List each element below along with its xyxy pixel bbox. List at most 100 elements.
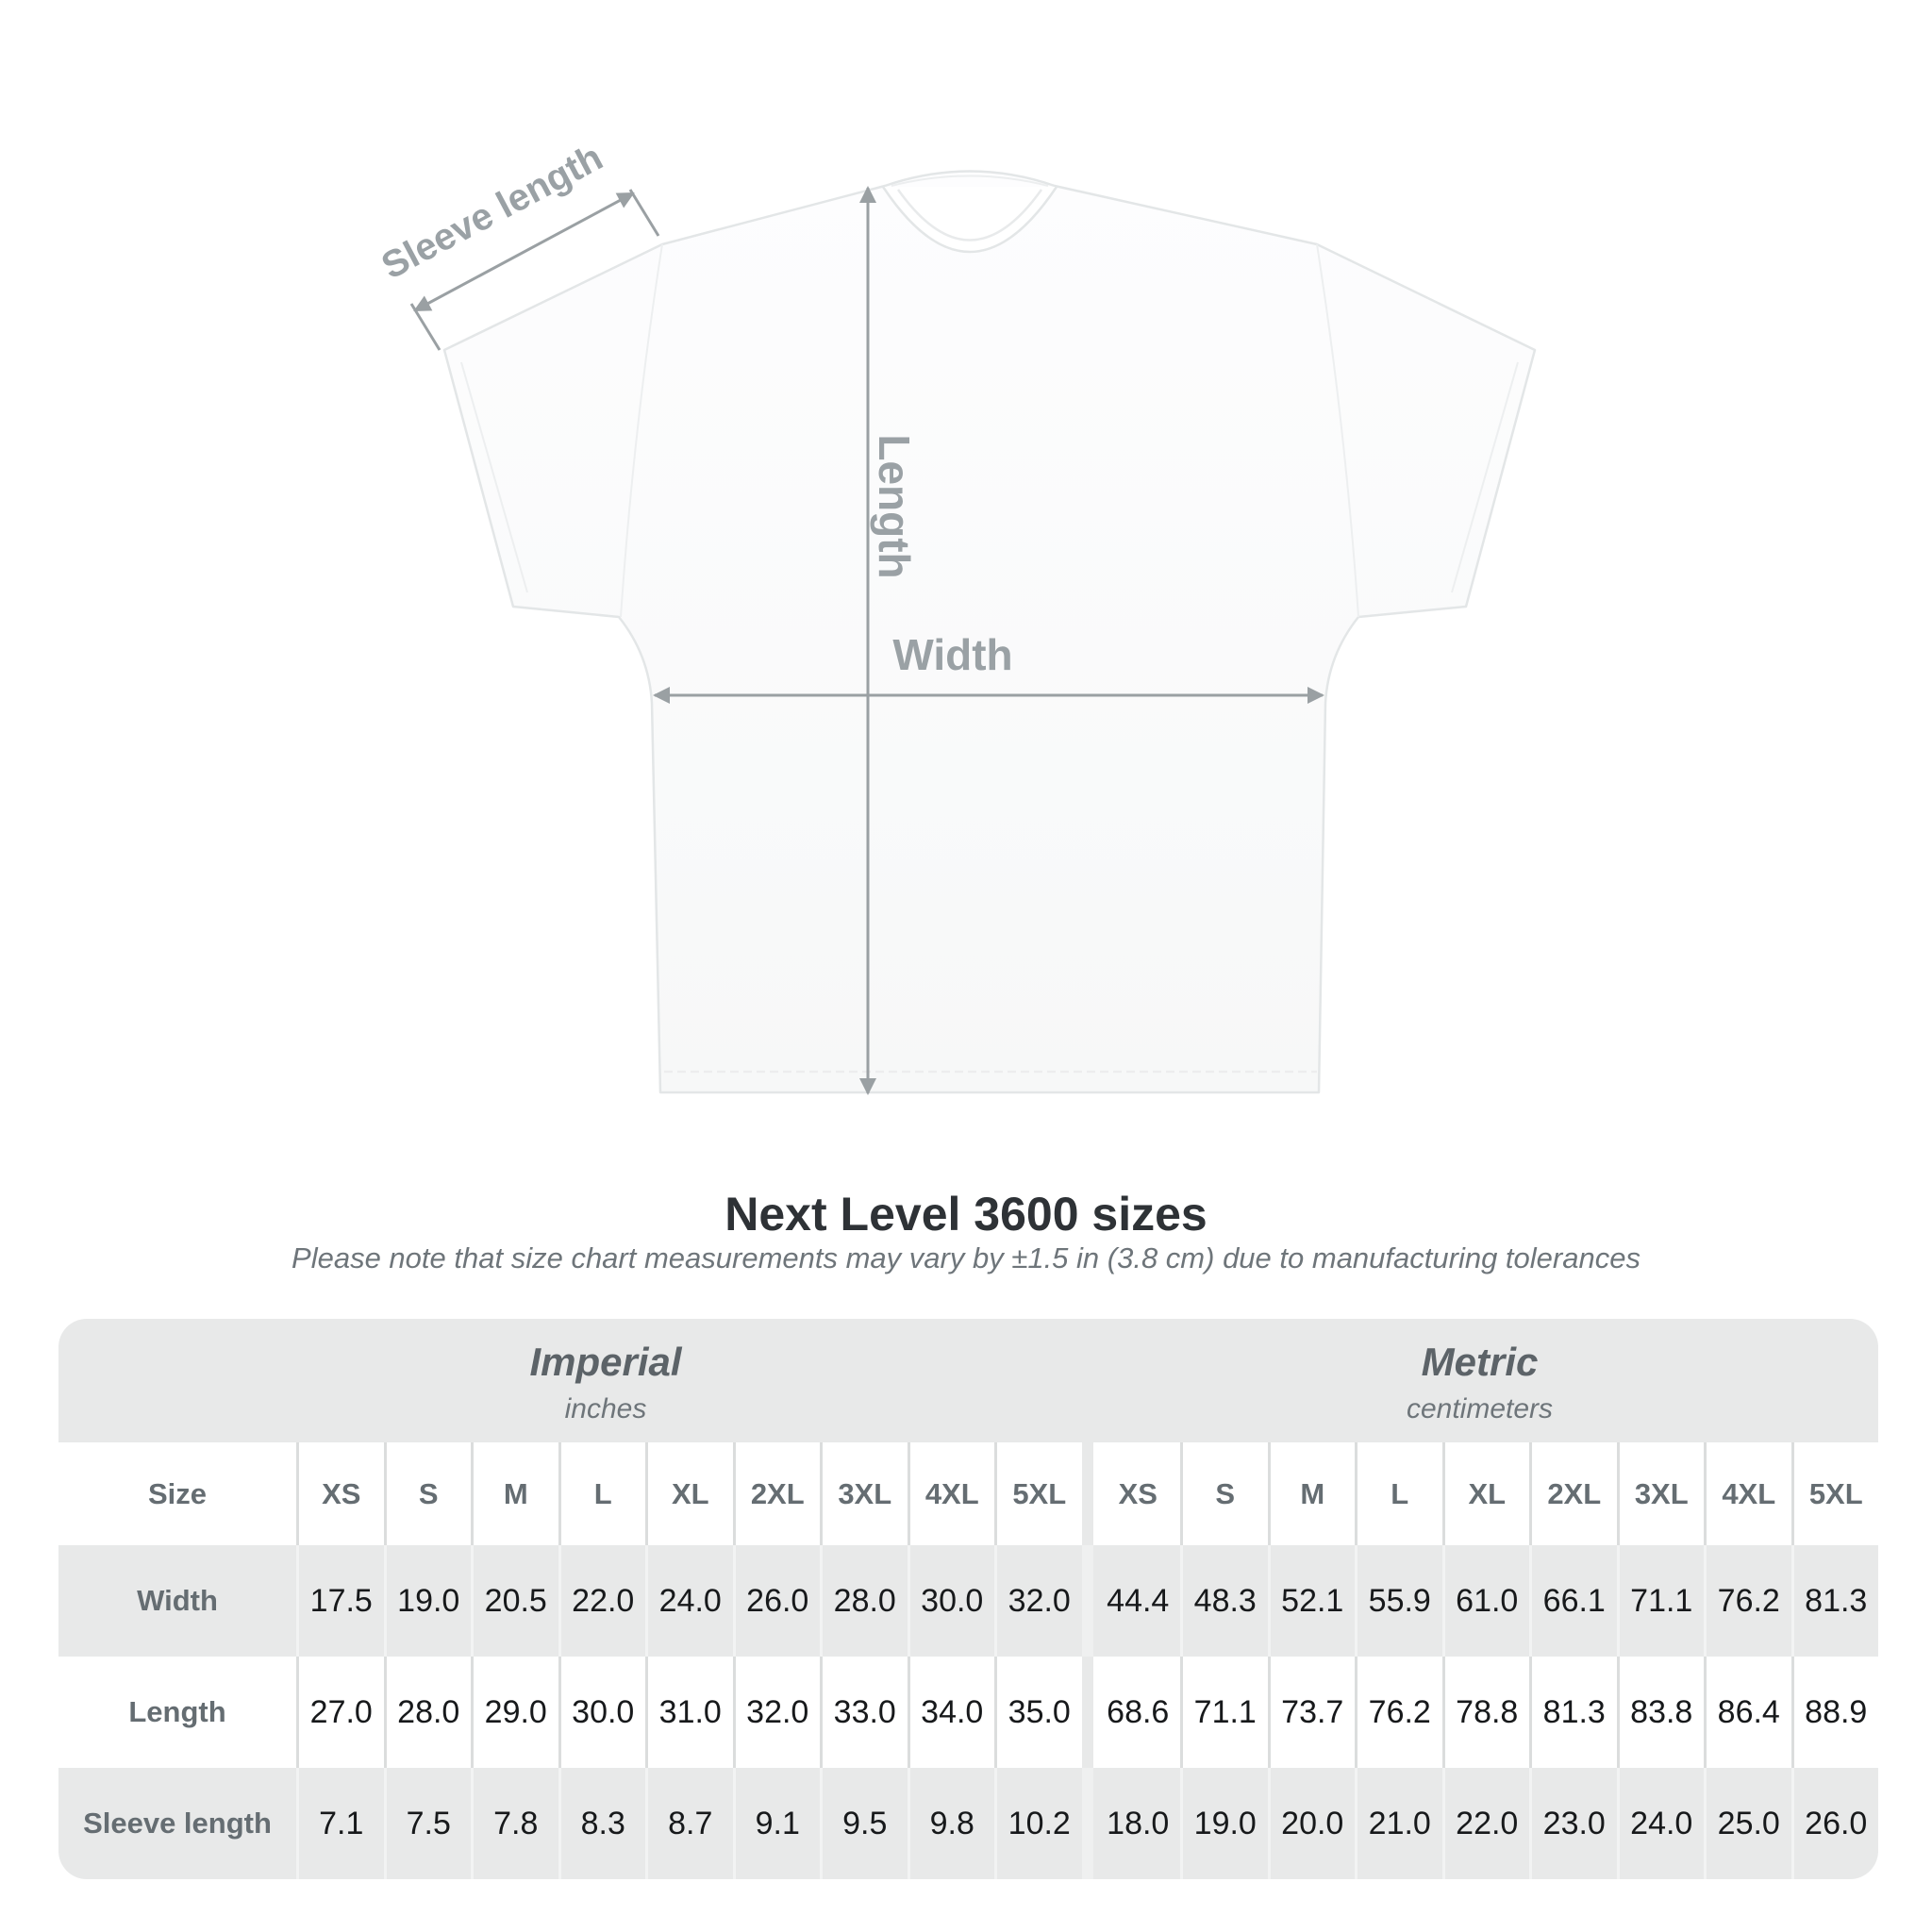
size-col-m: M — [1267, 1442, 1356, 1545]
size-col-xs: XS — [1118, 1476, 1158, 1510]
value-cell: 7.5 — [383, 1768, 472, 1879]
value-cell: 30.0 — [907, 1545, 995, 1657]
size-col-s: S — [1180, 1442, 1268, 1545]
value-cell: 44.4 — [1107, 1582, 1170, 1619]
group-divider — [1081, 1442, 1093, 1545]
imperial-group-title: Imperial — [529, 1339, 682, 1384]
size-table: Imperial inches Metric centimeters Size X… — [58, 1319, 1878, 1879]
value-cell: 29.0 — [471, 1657, 558, 1768]
length-label: Length — [870, 434, 919, 579]
value-cell: 23.0 — [1529, 1768, 1617, 1879]
value-cell: 66.1 — [1529, 1545, 1617, 1657]
page-subtitle: Please note that size chart measurements… — [291, 1241, 1641, 1274]
value-cell: 35.0 — [994, 1657, 1082, 1768]
value-cell: 24.0 — [645, 1545, 733, 1657]
value-cell: 78.8 — [1441, 1657, 1530, 1768]
size-column-header: Size — [147, 1476, 208, 1510]
value-cell: 7.1 — [296, 1768, 384, 1879]
value-cell: 33.0 — [820, 1657, 908, 1768]
value-cell: 26.0 — [732, 1545, 821, 1657]
value-cell: 71.1 — [1616, 1545, 1705, 1657]
row-label: Sleeve length — [83, 1807, 272, 1840]
value-cell: 86.4 — [1704, 1657, 1791, 1768]
size-col-4xl: 4XL — [1704, 1442, 1791, 1545]
value-cell: 76.2 — [1355, 1657, 1442, 1768]
value-cell: 88.9 — [1790, 1657, 1879, 1768]
value-cell: 52.1 — [1267, 1545, 1356, 1657]
size-header-row: Size XS S M L XL 2XL 3XL 4XL 5XL XS S M L XL 2XL 3XL 4XL 5… — [58, 1442, 1878, 1545]
size-col-2xl: 2XL — [732, 1442, 821, 1545]
imperial-group-header: Imperial inches — [58, 1319, 1081, 1442]
value-cell: 61.0 — [1441, 1545, 1530, 1657]
value-cell: 31.0 — [645, 1657, 733, 1768]
value-cell: 71.1 — [1180, 1657, 1268, 1768]
size-col-3xl: 3XL — [1616, 1442, 1705, 1545]
size-col-l: L — [558, 1442, 646, 1545]
size-table-rows: Size XS S M L XL 2XL 3XL 4XL 5XL XS S M L XL 2XL 3XL 4XL 5… — [58, 1442, 1878, 1879]
value-cell: 32.0 — [994, 1545, 1082, 1657]
value-cell: 8.3 — [558, 1768, 646, 1879]
value-cell: 83.8 — [1616, 1657, 1705, 1768]
value-cell: 9.5 — [820, 1768, 908, 1879]
size-col-2xl: 2XL — [1529, 1442, 1617, 1545]
unit-group-header-band: Imperial inches Metric centimeters — [58, 1319, 1878, 1442]
value-cell: 7.8 — [471, 1768, 558, 1879]
size-col-5xl: 5XL — [994, 1442, 1082, 1545]
tshirt-shape — [442, 170, 1537, 1094]
value-cell: 48.3 — [1180, 1545, 1268, 1657]
value-cell: 28.0 — [820, 1545, 908, 1657]
table-row: Sleeve length 7.1 7.5 7.8 8.3 8.7 9.1 9.5 9.8 10.… — [58, 1768, 1878, 1879]
sleeve-length-arrow — [409, 189, 660, 351]
size-col-3xl: 3XL — [820, 1442, 908, 1545]
size-col-xl: XL — [645, 1442, 733, 1545]
value-cell: 19.0 — [1180, 1768, 1268, 1879]
value-cell: 20.5 — [471, 1545, 558, 1657]
value-cell: 19.0 — [383, 1545, 472, 1657]
metric-group-header: Metric centimeters — [1081, 1319, 1878, 1442]
value-cell: 22.0 — [558, 1545, 646, 1657]
page-title: Next Level 3600 sizes — [724, 1188, 1208, 1241]
width-label: Width — [892, 630, 1013, 679]
size-col-s: S — [383, 1442, 472, 1545]
group-divider — [1081, 1657, 1093, 1768]
value-cell: 21.0 — [1355, 1768, 1442, 1879]
value-cell: 10.2 — [994, 1768, 1082, 1879]
size-col-5xl: 5XL — [1790, 1442, 1879, 1545]
value-cell: 18.0 — [1107, 1805, 1170, 1841]
row-label: Width — [137, 1584, 218, 1617]
value-cell: 9.8 — [907, 1768, 995, 1879]
value-cell: 34.0 — [907, 1657, 995, 1768]
value-cell: 24.0 — [1616, 1768, 1705, 1879]
value-cell: 30.0 — [558, 1657, 646, 1768]
value-cell: 26.0 — [1790, 1768, 1879, 1879]
value-cell: 68.6 — [1107, 1693, 1170, 1730]
imperial-group-unit: inches — [564, 1392, 647, 1424]
size-col-m: M — [471, 1442, 558, 1545]
group-divider — [1081, 1768, 1093, 1879]
value-cell: 28.0 — [383, 1657, 472, 1768]
value-cell: 73.7 — [1267, 1657, 1356, 1768]
size-col-xs: XS — [296, 1442, 384, 1545]
row-label: Length — [128, 1695, 226, 1728]
value-cell: 22.0 — [1441, 1768, 1530, 1879]
metric-group-title: Metric — [1421, 1339, 1539, 1384]
table-row: Width 17.5 19.0 20.5 22.0 24.0 26.0 28.0 30.0 32.… — [58, 1545, 1878, 1657]
measurement-arrows — [409, 186, 1324, 1095]
value-cell: 25.0 — [1704, 1768, 1791, 1879]
value-cell: 27.0 — [296, 1657, 384, 1768]
group-divider — [1081, 1545, 1093, 1657]
value-cell: 76.2 — [1704, 1545, 1791, 1657]
size-col-4xl: 4XL — [907, 1442, 995, 1545]
value-cell: 55.9 — [1355, 1545, 1442, 1657]
value-cell: 17.5 — [296, 1545, 384, 1657]
size-col-l: L — [1355, 1442, 1442, 1545]
size-col-xl: XL — [1441, 1442, 1530, 1545]
value-cell: 9.1 — [732, 1768, 821, 1879]
value-cell: 32.0 — [732, 1657, 821, 1768]
value-cell: 81.3 — [1529, 1657, 1617, 1768]
value-cell: 20.0 — [1267, 1768, 1356, 1879]
table-row: Length 27.0 28.0 29.0 30.0 31.0 32.0 33.0 34.0 35… — [58, 1657, 1878, 1768]
metric-group-unit: centimeters — [1406, 1392, 1554, 1424]
